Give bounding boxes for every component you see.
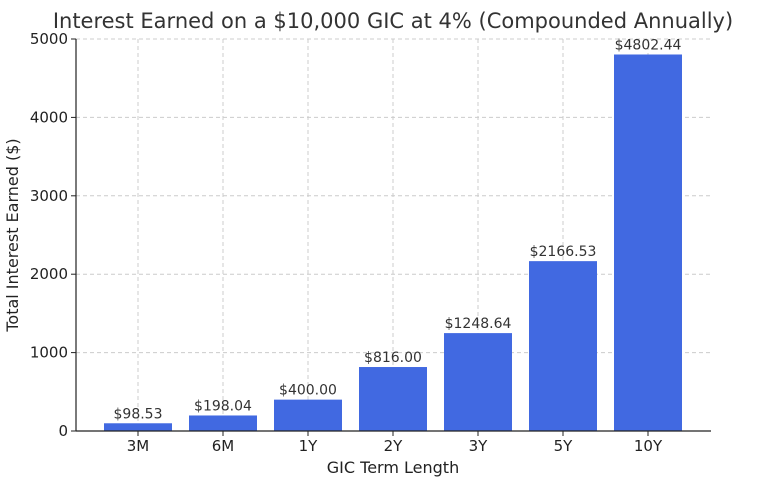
data-label: $2166.53 xyxy=(530,244,597,260)
bar-3y xyxy=(444,333,512,431)
x-tick-label: 2Y xyxy=(384,437,404,455)
y-tick-label: 2000 xyxy=(30,265,68,283)
y-tick-label: 0 xyxy=(58,422,68,440)
bar-6m xyxy=(189,415,257,431)
x-tick-label: 3Y xyxy=(469,437,489,455)
x-tick-label: 3M xyxy=(127,437,150,455)
bar-3m xyxy=(104,423,172,431)
data-label: $98.53 xyxy=(114,406,163,422)
data-label: $400.00 xyxy=(279,383,337,399)
x-tick-label: 10Y xyxy=(634,437,663,455)
bar-10y xyxy=(614,54,682,431)
data-label: $198.04 xyxy=(194,398,252,414)
y-axis-label: Total Interest Earned ($) xyxy=(3,138,22,332)
y-tick-label: 3000 xyxy=(30,187,68,205)
bars xyxy=(104,54,682,431)
bar-5y xyxy=(529,261,597,431)
x-tick-label: 6M xyxy=(212,437,235,455)
data-labels: $98.53 $198.04 $400.00 $816.00 $1248.64 $2166… xyxy=(114,37,682,422)
x-tick-label: 5Y xyxy=(554,437,574,455)
y-tick-label: 4000 xyxy=(30,108,68,126)
y-tick-label: 1000 xyxy=(30,344,68,362)
data-label: $4802.44 xyxy=(615,37,682,53)
x-axis-label: GIC Term Length xyxy=(327,458,459,477)
data-label: $1248.64 xyxy=(445,316,512,332)
bar-1y xyxy=(274,399,342,431)
y-tick-label: 5000 xyxy=(30,30,68,48)
chart-title: Interest Earned on a $10,000 GIC at 4% (… xyxy=(53,9,733,33)
axes: 0 1000 2000 3000 4000 5000 3M 6M 1Y 2Y 3Y 5Y 10Y xyxy=(30,30,711,455)
bar-2y xyxy=(359,367,427,431)
x-tick-label: 1Y xyxy=(299,437,319,455)
data-label: $816.00 xyxy=(364,350,422,366)
